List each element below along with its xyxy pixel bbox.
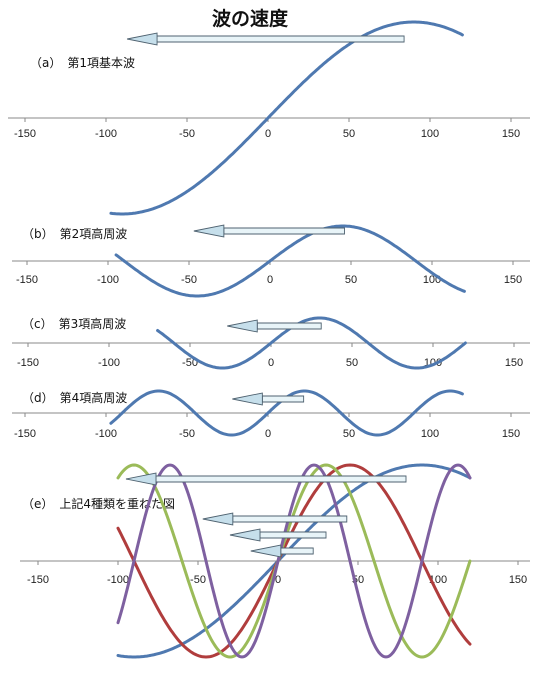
panel-label: （a） 第1項基本波: [30, 56, 135, 70]
x-tick-label: 150: [502, 128, 520, 140]
velocity-arrow-1-head: [193, 224, 225, 238]
x-tick-label: 50: [345, 274, 357, 286]
x-tick-label: 0: [267, 274, 273, 286]
x-tick-label: -50: [179, 128, 195, 140]
panel-c: （c） 第3項高周波-150 -100 -50 0 50 100 150: [12, 316, 530, 370]
x-tick-label: 50: [343, 128, 355, 140]
velocity-arrow-1-shaft: [156, 35, 405, 43]
velocity-arrow-1-shaft: [223, 227, 345, 235]
x-tick-label: 50: [343, 428, 355, 440]
x-tick-label: 150: [504, 274, 522, 286]
velocity-arrow-4-head: [250, 544, 282, 558]
velocity-arrow-3-shaft: [259, 531, 327, 539]
wave-series-4: [116, 463, 472, 659]
velocity-arrow-2-head: [202, 512, 234, 526]
velocity-arrow-1-head: [125, 472, 157, 486]
panel-d: （d） 第4項高周波 -150 -100 -50 0 50 100 150: [12, 389, 530, 440]
panel-label: （c） 第3項高周波: [22, 316, 126, 331]
x-tick-label: 0: [275, 574, 281, 586]
wave-series-2: [116, 463, 472, 659]
velocity-arrow-3-head: [229, 528, 261, 542]
x-tick-label: 50: [346, 357, 358, 369]
x-tick-label: -50: [181, 274, 197, 286]
velocity-arrow-1-shaft: [256, 322, 322, 330]
wave-series-1: [114, 224, 466, 298]
x-tick-label: 100: [421, 428, 439, 440]
x-tick-label: -100: [98, 357, 120, 369]
wave-series-1: [109, 20, 464, 216]
panel-b: （b） 第2項高周波-150 -100 -50 0 50 100 150: [12, 224, 530, 298]
panel-a: （a） 第1項基本波 -150 -100 -50 0 50 100 150: [8, 20, 530, 216]
x-tick-label: 150: [509, 574, 527, 586]
x-tick-label: 0: [265, 128, 271, 140]
velocity-arrow-1-shaft: [261, 395, 305, 403]
x-tick-label: 150: [505, 357, 523, 369]
velocity-arrow-1-head: [126, 32, 158, 46]
x-tick-label: -150: [17, 357, 39, 369]
x-tick-label: -50: [182, 357, 198, 369]
velocity-arrow-1-head: [227, 319, 258, 333]
velocity-arrow-2-shaft: [232, 515, 348, 523]
x-tick-label: 0: [268, 357, 274, 369]
x-tick-label: -150: [16, 274, 38, 286]
x-tick-label: -150: [27, 574, 49, 586]
wave-series-3: [116, 463, 472, 659]
velocity-arrow-1-head: [232, 392, 263, 406]
x-tick-label: -50: [190, 574, 206, 586]
wave-series-1: [116, 463, 472, 659]
velocity-arrow-4-shaft: [280, 547, 314, 555]
x-tick-label: 0: [265, 428, 271, 440]
x-tick-label: -150: [14, 128, 36, 140]
x-tick-label: 150: [502, 428, 520, 440]
panel-label: （b） 第2項高周波: [22, 226, 127, 241]
x-tick-label: -100: [95, 428, 117, 440]
x-tick-label: -50: [179, 428, 195, 440]
panel-e: （e） 上記4種類を重ねた図-150 -100 -50 0 50 100 150: [20, 463, 530, 659]
panel-label: （e） 上記4種類を重ねた図: [22, 496, 175, 511]
x-tick-label: -100: [97, 274, 119, 286]
figure-title: 波の速度: [212, 7, 289, 30]
x-tick-label: -150: [14, 428, 36, 440]
panel-label: （d） 第4項高周波: [22, 390, 127, 405]
x-tick-label: 100: [421, 128, 439, 140]
velocity-arrow-1-shaft: [155, 475, 407, 483]
x-tick-label: -100: [95, 128, 117, 140]
wave-series-1: [156, 316, 467, 370]
x-tick-label: -100: [107, 574, 129, 586]
